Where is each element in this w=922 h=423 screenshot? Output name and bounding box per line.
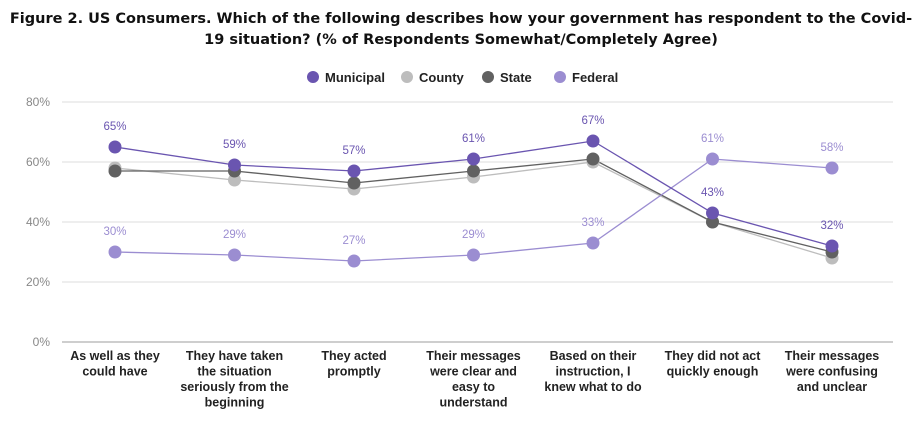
data-point-municipal <box>347 164 361 178</box>
data-point-state <box>586 152 600 166</box>
legend-label: Municipal <box>325 70 385 85</box>
data-label-municipal: 61% <box>462 133 485 145</box>
data-point-county <box>228 173 241 187</box>
data-label-municipal: 32% <box>820 220 843 232</box>
data-label-federal: 33% <box>581 217 604 229</box>
data-point-federal <box>825 161 839 175</box>
x-category-label-line: Their messages <box>426 349 521 363</box>
x-category-label-line: instruction, I <box>556 365 631 379</box>
y-axis: 0% 20% 40% 60% 80% <box>26 95 50 349</box>
legend-label: State <box>500 70 532 85</box>
x-category-label: As well as they could have <box>70 349 160 379</box>
legend-label: Federal <box>572 70 618 85</box>
legend-item-county: County <box>401 70 465 85</box>
legend: Municipal County State Federal <box>307 70 618 85</box>
data-label-federal: 29% <box>223 229 246 241</box>
data-point-municipal <box>108 140 122 154</box>
data-point-federal <box>586 236 600 250</box>
x-category-label-line: were clear and <box>429 365 517 379</box>
data-point-state <box>706 215 719 229</box>
y-tick-label: 80% <box>26 95 50 109</box>
gridlines <box>62 101 893 343</box>
x-category-label-line: promptly <box>327 365 381 379</box>
y-tick-label: 60% <box>26 155 50 169</box>
y-tick-label: 40% <box>26 215 50 229</box>
data-point-state <box>108 164 122 178</box>
x-category-label-line: As well as they <box>70 349 160 363</box>
x-category-label-line: quickly enough <box>667 365 759 379</box>
data-label-municipal: 57% <box>342 145 365 157</box>
chart-title-line-1: Figure 2. US Consumers. Which of the fol… <box>9 11 913 27</box>
y-tick-label: 20% <box>26 275 50 289</box>
x-category-label-line: and unclear <box>797 380 867 394</box>
x-category-label: Their messages were clear and easy to under… <box>426 349 521 410</box>
data-labels: 30% 29% 27% 29% 33% 61% 58% 65% 59% 57% 61% 67% 43% 3… <box>103 115 843 247</box>
data-point-state <box>467 164 480 178</box>
data-point-federal <box>108 245 122 259</box>
x-category-label: They have taken the situation seriously fr… <box>180 349 288 410</box>
legend-item-state: State <box>482 70 532 85</box>
chart-title-line-2: 19 situation? (% of Respondents Somewhat… <box>204 32 718 48</box>
data-point-federal <box>347 254 361 268</box>
chart-title: Figure 2. US Consumers. Which of the fol… <box>0 9 922 51</box>
data-label-municipal: 43% <box>701 187 724 199</box>
data-point-municipal <box>706 206 719 220</box>
x-category-label-line: They have taken <box>186 349 283 363</box>
data-label-federal: 27% <box>342 235 365 247</box>
x-category-label-line: understand <box>439 396 507 410</box>
data-label-federal: 30% <box>103 226 126 238</box>
x-category-label-line: easy to <box>452 380 495 394</box>
data-point-federal <box>467 248 480 262</box>
data-label-municipal: 67% <box>581 115 604 127</box>
data-label-federal: 29% <box>462 229 485 241</box>
data-label-federal: 61% <box>701 133 724 145</box>
data-point-municipal <box>467 152 480 166</box>
legend-marker-icon <box>307 71 319 83</box>
data-point-municipal <box>586 134 600 148</box>
x-category-label-line: were confusing <box>785 365 878 379</box>
x-category-label-line: could have <box>82 365 147 379</box>
y-tick-label: 0% <box>33 335 51 349</box>
legend-marker-icon <box>482 71 494 83</box>
x-category-label: They did not act quickly enough <box>665 349 762 379</box>
x-category-label-line: seriously from the <box>180 380 288 394</box>
x-category-label: Their messages were confusing and unclear <box>785 349 880 394</box>
legend-item-municipal: Municipal <box>307 70 385 85</box>
data-point-federal <box>706 152 719 166</box>
data-label-municipal: 59% <box>223 139 246 151</box>
x-category-label-line: beginning <box>205 396 265 410</box>
x-category-label-line: Their messages <box>785 349 880 363</box>
legend-label: County <box>419 70 465 85</box>
data-label-municipal: 65% <box>103 121 126 133</box>
data-label-federal: 58% <box>820 142 843 154</box>
legend-marker-icon <box>554 71 566 83</box>
series-points <box>108 134 839 268</box>
data-point-municipal <box>825 239 839 253</box>
x-category-label-line: They acted <box>321 349 386 363</box>
x-category-label-line: They did not act <box>665 349 762 363</box>
x-category-label: They acted promptly <box>321 349 386 379</box>
x-axis: As well as they could have They have taken… <box>70 349 879 410</box>
x-category-label-line: Based on their <box>550 349 637 363</box>
data-point-state <box>347 176 361 190</box>
data-point-municipal <box>228 158 241 172</box>
legend-item-federal: Federal <box>554 70 618 85</box>
data-point-federal <box>228 248 241 262</box>
x-category-label-line: the situation <box>197 365 271 379</box>
legend-marker-icon <box>401 71 413 83</box>
x-category-label-line: knew what to do <box>544 380 642 394</box>
